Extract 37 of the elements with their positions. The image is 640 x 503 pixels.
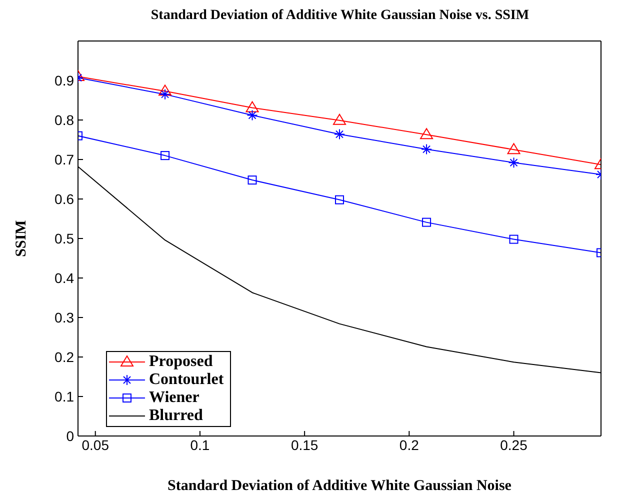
point <box>420 128 434 140</box>
legend-label: Contourlet <box>149 371 224 389</box>
point <box>246 110 258 121</box>
y-tick-label: 0.4 <box>54 270 74 286</box>
y-tick-label: 0.9 <box>54 72 74 88</box>
y-tick-label: 0.3 <box>54 309 74 326</box>
point <box>333 114 346 125</box>
x-tick-label: 0.2 <box>399 436 420 453</box>
x-tick-label: 0.25 <box>500 436 528 453</box>
point <box>421 144 432 155</box>
point <box>248 176 257 185</box>
point <box>334 128 345 140</box>
point <box>422 218 432 227</box>
x-tick-label: 0.1 <box>190 436 210 453</box>
y-tick-label: 0.6 <box>54 190 74 207</box>
y-axis-title: SSIM <box>13 220 30 257</box>
legend-label: Proposed <box>149 353 213 371</box>
y-tick-label: 0.5 <box>54 230 74 246</box>
point <box>160 151 170 160</box>
y-tick-label: 0.8 <box>54 112 74 128</box>
chart-title: Standard Deviation of Additive White Gaussian Noise vs. SSIM <box>150 8 530 25</box>
x-tick-label: 0.05 <box>82 436 110 453</box>
point <box>246 101 259 112</box>
legend-label: Wiener <box>149 389 200 407</box>
point <box>508 157 520 168</box>
y-tick-label: 0.7 <box>54 151 74 168</box>
y-tick-label: 0 <box>66 428 74 444</box>
point <box>160 88 171 100</box>
legend-label: Blurred <box>149 407 203 425</box>
point <box>509 234 518 244</box>
x-axis-title: Standard Deviation of Additive White Gaussian Noise <box>168 478 512 494</box>
point <box>158 84 172 96</box>
point <box>335 195 344 204</box>
x-tick-label: 0.15 <box>290 436 318 453</box>
y-tick-label: 0.2 <box>54 348 74 365</box>
y-tick-label: 0.1 <box>54 388 74 404</box>
point <box>507 143 520 154</box>
